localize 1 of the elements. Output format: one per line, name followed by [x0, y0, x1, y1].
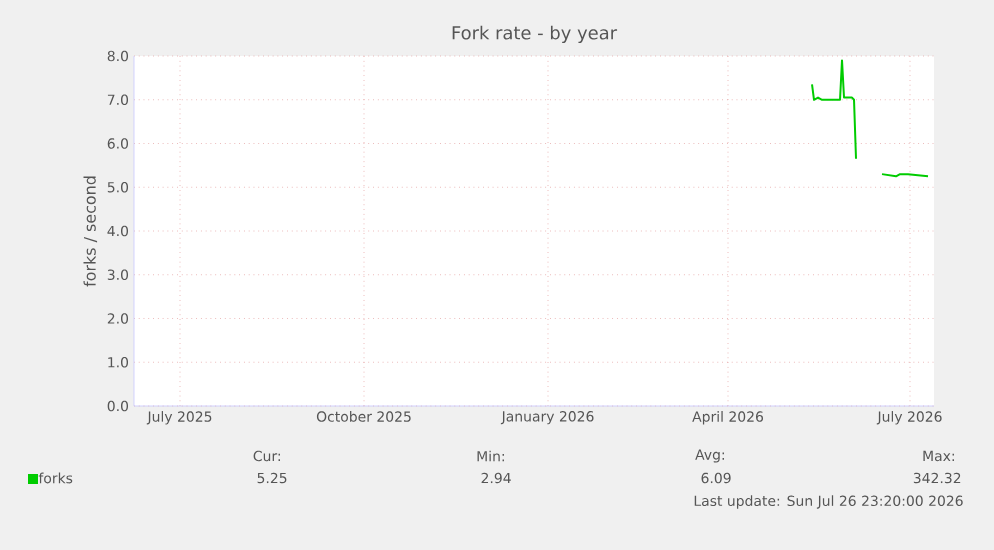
chart-title: Fork rate - by year	[452, 25, 618, 43]
